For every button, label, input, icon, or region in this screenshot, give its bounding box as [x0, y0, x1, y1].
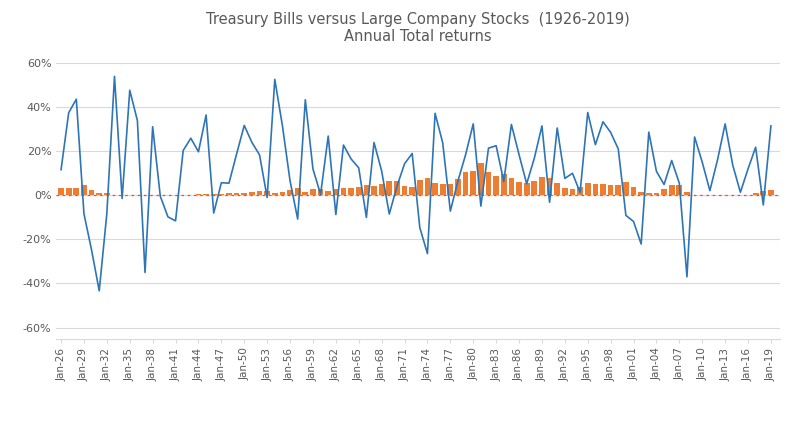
Bar [142, 194, 148, 195]
Bar [447, 184, 453, 195]
Bar [654, 193, 659, 195]
Bar [684, 192, 690, 195]
Bar [310, 189, 316, 195]
S&P 500 Index [369, 140, 379, 145]
Bar [577, 187, 583, 195]
Bar [539, 177, 544, 195]
S&P 500 Index [57, 167, 66, 172]
Bar [630, 187, 636, 195]
Bar [241, 193, 247, 195]
Bar [409, 187, 415, 195]
S&P 500 Index [766, 123, 775, 128]
Line: S&P 500 Index: S&P 500 Index [61, 76, 771, 291]
Bar [562, 187, 568, 195]
Bar [81, 185, 87, 195]
Bar [455, 180, 461, 195]
Bar [646, 193, 652, 195]
Bar [66, 188, 72, 195]
Bar [554, 183, 560, 195]
Bar [111, 194, 117, 195]
Bar [509, 178, 514, 195]
Bar [379, 184, 384, 195]
Bar [585, 183, 591, 195]
Bar [371, 186, 377, 195]
Bar [768, 190, 774, 195]
Bar [486, 172, 491, 195]
Bar [677, 185, 682, 195]
Bar [638, 192, 644, 195]
Bar [349, 187, 354, 195]
Bar [196, 194, 201, 195]
Bar [470, 171, 476, 195]
Bar [96, 193, 102, 195]
Bar [341, 188, 346, 195]
Bar [424, 178, 431, 195]
Bar [364, 185, 369, 195]
Bar [73, 188, 79, 195]
Bar [608, 184, 614, 195]
Bar [570, 189, 576, 195]
Bar [592, 184, 599, 195]
S&P 500 Index [346, 156, 356, 161]
Bar [356, 187, 361, 195]
Bar [402, 186, 408, 195]
Bar [440, 184, 446, 195]
Bar [478, 163, 484, 195]
Bar [516, 182, 522, 195]
S&P 500 Index [110, 74, 119, 79]
Bar [547, 178, 552, 195]
Bar [256, 191, 263, 195]
Bar [661, 189, 667, 195]
Bar [333, 189, 339, 195]
Bar [302, 192, 308, 195]
Bar [287, 190, 293, 195]
Bar [615, 185, 621, 195]
Bar [417, 180, 423, 195]
Bar [760, 191, 766, 195]
Bar [753, 194, 759, 195]
Bar [318, 189, 323, 195]
Bar [524, 183, 529, 195]
Bar [211, 194, 217, 195]
Bar [432, 183, 438, 195]
Bar [494, 176, 499, 195]
Bar [295, 188, 301, 195]
Bar [226, 193, 232, 195]
S&P 500 Index [95, 288, 104, 293]
Bar [58, 188, 64, 195]
S&P 500 Index [255, 152, 264, 158]
Bar [462, 172, 469, 195]
Bar [394, 181, 400, 195]
Bar [88, 190, 95, 195]
Bar [218, 194, 224, 195]
Bar [669, 185, 674, 195]
Bar [532, 181, 537, 195]
Bar [234, 193, 240, 195]
S&P 500 Index [499, 179, 509, 184]
Bar [623, 182, 629, 195]
Bar [188, 194, 193, 195]
Bar [279, 192, 285, 195]
Bar [264, 191, 270, 195]
Bar [600, 184, 606, 195]
Bar [386, 181, 392, 195]
S&P 500 Index [606, 130, 615, 135]
Bar [501, 174, 506, 195]
Bar [326, 191, 331, 195]
Bar [249, 192, 255, 195]
Bar [104, 193, 110, 195]
Title: Treasury Bills versus Large Company Stocks  (1926-2019)
Annual Total returns: Treasury Bills versus Large Company Stoc… [206, 12, 630, 44]
S&P 500 Index [193, 149, 203, 155]
Bar [272, 194, 278, 195]
Bar [203, 194, 209, 195]
